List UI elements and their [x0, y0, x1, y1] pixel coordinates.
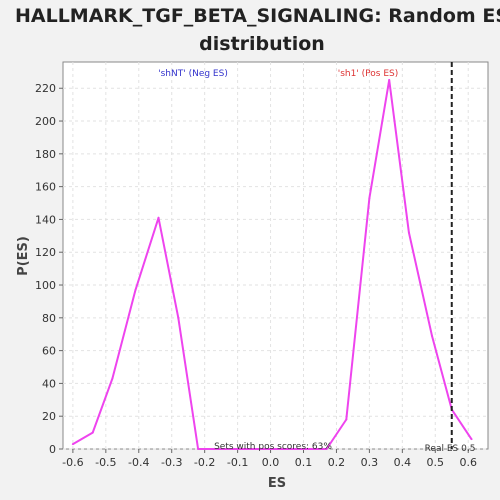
x-tick-label: 0.4: [394, 456, 412, 469]
x-tick-label: 0.1: [295, 456, 313, 469]
series-layer: [71, 79, 473, 450]
y-tick-label: 60: [42, 345, 56, 358]
x-tick-label: 0.5: [427, 456, 445, 469]
y-tick-label: 20: [42, 410, 56, 423]
grid: [63, 62, 488, 450]
x-tick-label: 0.2: [328, 456, 346, 469]
data-point: [236, 448, 239, 450]
y-tick-label: 180: [35, 148, 56, 161]
y-tick-label: 160: [35, 181, 56, 194]
data-point: [295, 448, 298, 450]
y-tick-label: 100: [35, 279, 56, 292]
data-point: [71, 443, 74, 446]
data-point: [134, 288, 137, 291]
data-point: [276, 448, 279, 450]
data-point: [111, 377, 114, 380]
chart-title-line1: HALLMARK_TGF_BETA_SIGNALING: Random ES: [15, 5, 500, 27]
sets-with-pos-scores: Sets with pos scores: 63%: [214, 442, 332, 452]
pos-es-label: 'sh1' (Pos ES): [338, 69, 399, 79]
y-tick-label: 0: [49, 443, 56, 456]
y-tick-label: 120: [35, 246, 56, 259]
x-tick-label: -0.4: [128, 456, 149, 469]
data-point: [407, 231, 410, 234]
data-point: [91, 431, 94, 434]
x-tick-label: -0.6: [62, 456, 83, 469]
y-tick-label: 40: [42, 377, 56, 390]
data-point: [368, 197, 371, 200]
data-point: [256, 448, 259, 450]
neg-es-label: 'shNT' (Neg ES): [158, 69, 228, 79]
real-es-label: Real ES 0.5: [425, 444, 476, 454]
data-point: [325, 448, 328, 450]
x-axis-label: ES: [268, 476, 286, 491]
x-tick-label: -0.3: [161, 456, 182, 469]
data-point: [345, 418, 348, 421]
data-point: [430, 334, 433, 337]
x-tick-label: -0.1: [227, 456, 248, 469]
x-tick-label: 0.6: [459, 456, 477, 469]
plot-area: [62, 61, 489, 450]
x-tick-label: -0.2: [194, 456, 215, 469]
y-tick-label: 200: [35, 115, 56, 128]
data-point: [470, 438, 473, 441]
y-tick-label: 140: [35, 213, 56, 226]
y-axis-label: P(ES): [16, 236, 31, 276]
y-tick-label: 220: [35, 82, 56, 95]
x-tick-label: -0.5: [95, 456, 116, 469]
data-point: [197, 448, 200, 450]
data-point: [177, 316, 180, 319]
data-point: [157, 216, 160, 219]
data-point: [216, 448, 219, 450]
y-tick-label: 80: [42, 312, 56, 325]
x-tick-label: 0.3: [361, 456, 379, 469]
axis-ticks: -0.6 -0.5 -0.4 -0.3 -0.2 -0.1 0.0 0.1 0.2 0.3 0.4 0…: [35, 82, 477, 469]
series-line: [72, 79, 473, 450]
data-point: [388, 79, 391, 82]
x-tick-label: 0.0: [262, 456, 280, 469]
chart-title-line2: distribution: [199, 33, 325, 55]
